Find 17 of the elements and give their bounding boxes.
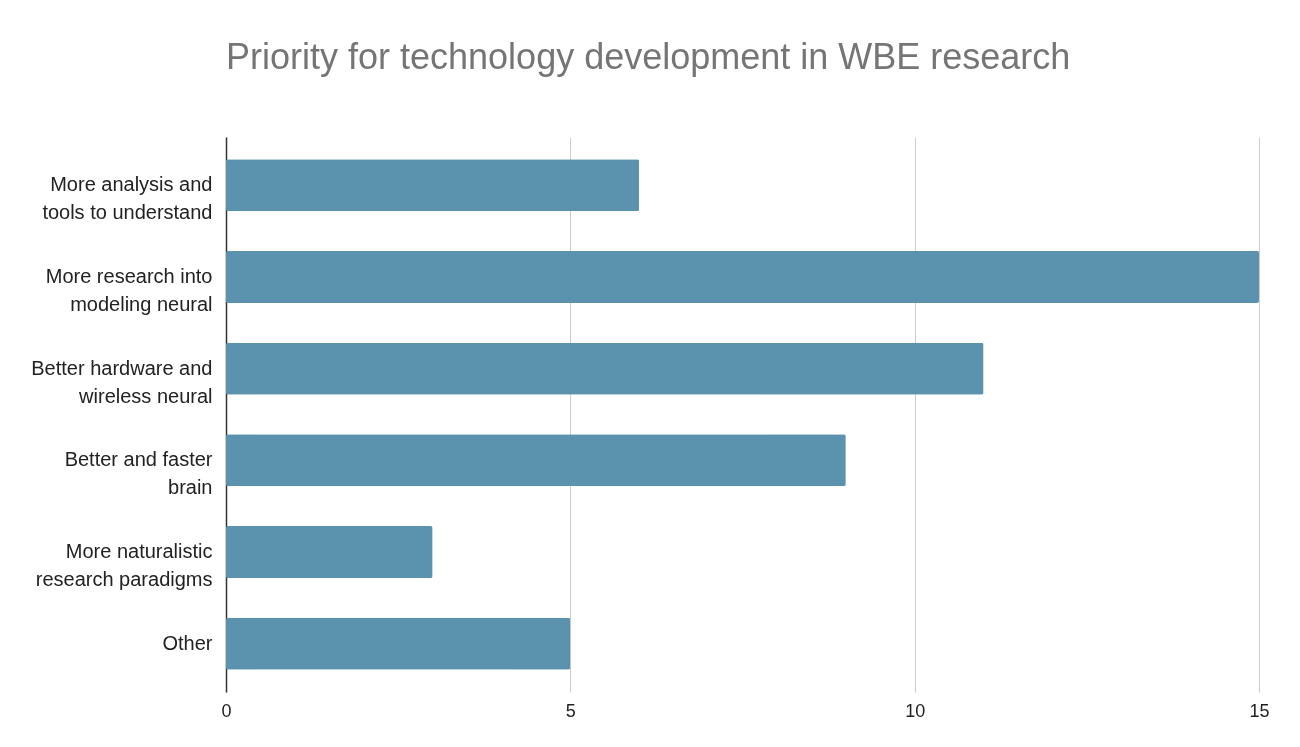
bar [226,617,571,670]
x-tick-label: 10 [905,700,926,721]
y-tick-label: Better and faster brain [64,448,213,499]
bar [226,159,640,212]
y-tick-label: Other [162,631,213,654]
bar [226,342,984,395]
chart-title: Priority for technology development in WBE research [226,36,1071,77]
x-tick-label: 5 [565,700,576,721]
y-tick-label: More research into modeling neural [45,264,213,315]
bar [226,434,846,487]
y-tick-label: More analysis and tools to understand [42,173,213,224]
x-tick-label: 0 [221,700,232,721]
x-tick-label: 15 [1249,700,1270,721]
bar [226,526,433,579]
bar [226,250,1259,303]
y-tick-label: Better hardware and wireless neural [31,356,213,407]
y-tick-label: More naturalistic research paradigms [35,540,213,591]
